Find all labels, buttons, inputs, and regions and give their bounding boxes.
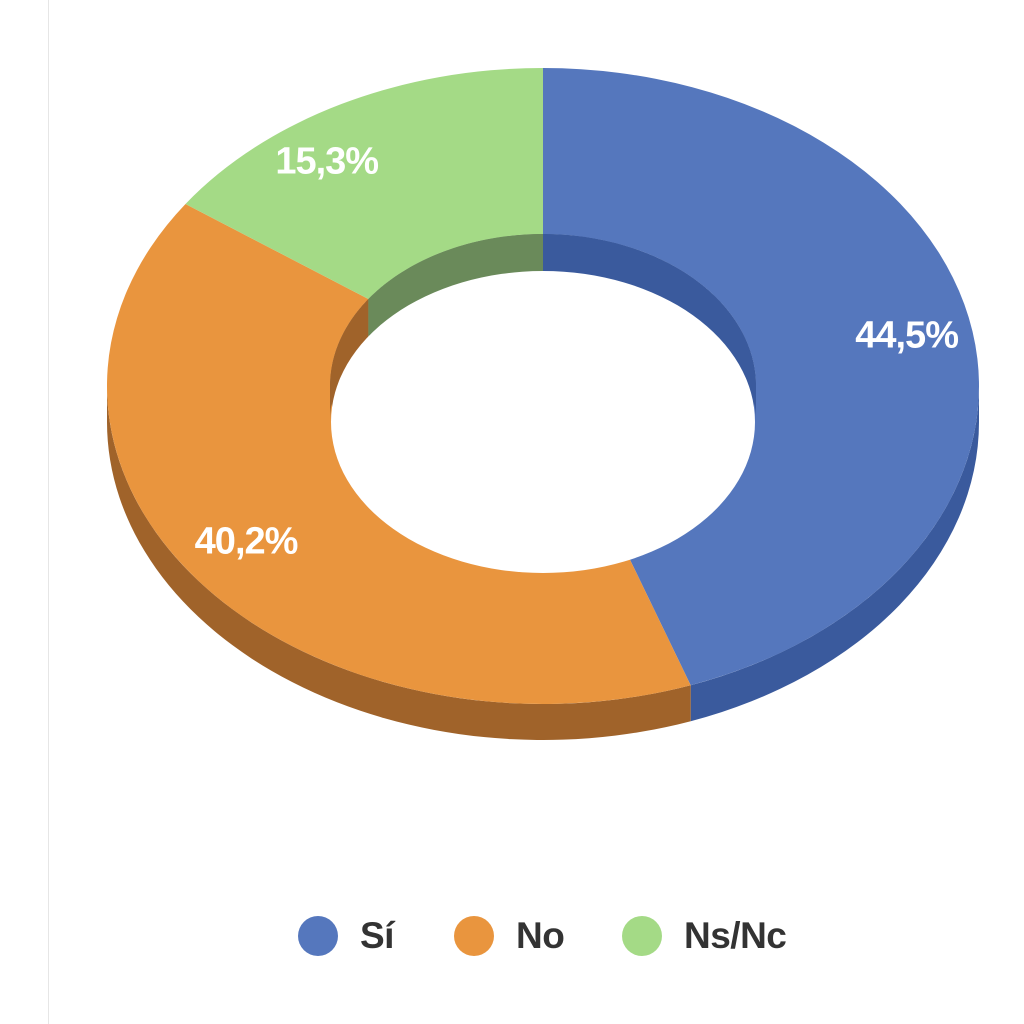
legend-item-si[interactable]: Sí <box>298 904 394 968</box>
legend-label-no: No <box>516 915 565 956</box>
left-divider <box>48 0 49 1024</box>
slice-no <box>107 203 691 704</box>
data-label-nsnc: 15,3% <box>275 140 378 182</box>
donut-hole <box>331 271 755 573</box>
outer-wall-no <box>107 386 691 740</box>
legend-item-no[interactable]: No <box>454 904 565 968</box>
legend-label-si: Sí <box>360 915 394 956</box>
legend-label-nsnc: Ns/Nc <box>684 915 787 956</box>
inner-wall-top-si <box>543 234 756 422</box>
legend-swatch-no <box>454 916 494 956</box>
outer-wall-si <box>690 386 979 722</box>
inner-wall-top-no-b <box>330 298 369 422</box>
legend-swatch-nsnc <box>622 916 662 956</box>
legend-item-nsnc[interactable]: Ns/Nc <box>622 904 787 968</box>
legend-swatch-si <box>298 916 338 956</box>
inner-wall-top-nsnc-b <box>368 234 543 335</box>
slice-nsnc <box>185 68 543 299</box>
data-label-no: 40,2% <box>195 521 298 563</box>
chart-legend: Sí No Ns/Nc <box>0 904 1024 968</box>
data-label-si: 44,5% <box>855 314 958 356</box>
